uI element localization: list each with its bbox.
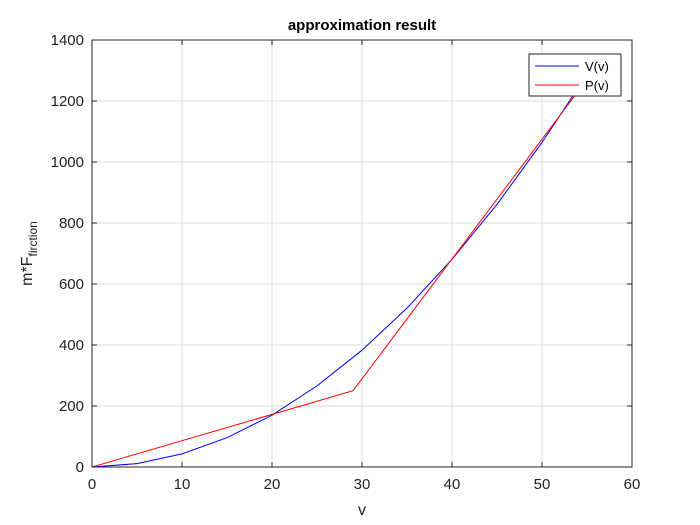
y-axis-label: m*Ffirction bbox=[19, 221, 40, 286]
y-tick-label: 200 bbox=[59, 398, 84, 415]
y-tick-label: 400 bbox=[59, 337, 84, 354]
tick-marks bbox=[91, 39, 633, 468]
series-line-P bbox=[92, 67, 597, 467]
chart-title: approximation result bbox=[288, 17, 436, 34]
series-layer bbox=[92, 59, 597, 467]
x-tick-label: 60 bbox=[624, 476, 641, 493]
x-axis-label: v bbox=[358, 502, 366, 519]
y-axis-label-subscript: firction bbox=[26, 221, 40, 256]
x-tick-label: 50 bbox=[534, 476, 551, 493]
y-tick-label: 1000 bbox=[51, 154, 84, 171]
x-tick-label: 20 bbox=[264, 476, 281, 493]
legend-label: V(v) bbox=[585, 59, 609, 74]
y-tick-label: 800 bbox=[59, 215, 84, 232]
y-axis-label-main: m*F bbox=[19, 256, 36, 286]
x-tick-label: 40 bbox=[444, 476, 461, 493]
y-tick-label: 600 bbox=[59, 276, 84, 293]
y-tick-label: 1200 bbox=[51, 93, 84, 110]
legend: V(v) P(v) bbox=[528, 53, 622, 97]
y-tick-label: 0 bbox=[76, 459, 84, 476]
legend-label: P(v) bbox=[585, 78, 609, 93]
series-line-V bbox=[92, 59, 597, 467]
x-tick-label: 0 bbox=[88, 476, 96, 493]
legend-box bbox=[528, 53, 622, 97]
y-tick-label: 1400 bbox=[51, 32, 84, 49]
grid-lines bbox=[92, 40, 632, 467]
x-tick-label: 30 bbox=[354, 476, 371, 493]
x-tick-label: 10 bbox=[174, 476, 191, 493]
